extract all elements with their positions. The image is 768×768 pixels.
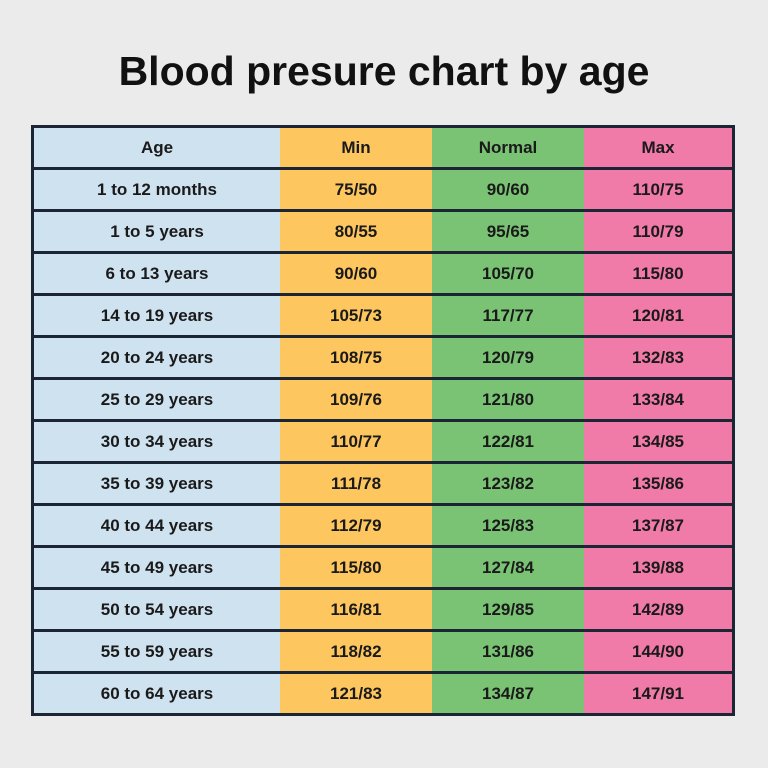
cell-age: 55 to 59 years xyxy=(34,632,280,671)
table-row: 50 to 54 years 116/81 129/85 142/89 xyxy=(34,590,732,629)
cell-normal: 117/77 xyxy=(432,296,584,335)
table-row: 1 to 12 months 75/50 90/60 110/75 xyxy=(34,170,732,209)
header-normal: Normal xyxy=(432,128,584,167)
cell-normal: 125/83 xyxy=(432,506,584,545)
cell-normal: 134/87 xyxy=(432,674,584,713)
cell-max: 147/91 xyxy=(584,674,732,713)
cell-normal: 121/80 xyxy=(432,380,584,419)
header-age: Age xyxy=(34,128,280,167)
cell-normal: 95/65 xyxy=(432,212,584,251)
cell-normal: 105/70 xyxy=(432,254,584,293)
cell-min: 80/55 xyxy=(280,212,432,251)
cell-normal: 127/84 xyxy=(432,548,584,587)
cell-min: 105/73 xyxy=(280,296,432,335)
header-min: Min xyxy=(280,128,432,167)
table-row: 60 to 64 years 121/83 134/87 147/91 xyxy=(34,674,732,713)
cell-max: 135/86 xyxy=(584,464,732,503)
cell-age: 30 to 34 years xyxy=(34,422,280,461)
cell-min: 111/78 xyxy=(280,464,432,503)
cell-age: 20 to 24 years xyxy=(34,338,280,377)
table-row: 14 to 19 years 105/73 117/77 120/81 xyxy=(34,296,732,335)
cell-normal: 122/81 xyxy=(432,422,584,461)
cell-age: 1 to 5 years xyxy=(34,212,280,251)
table-row: 6 to 13 years 90/60 105/70 115/80 xyxy=(34,254,732,293)
cell-max: 110/75 xyxy=(584,170,732,209)
cell-min: 121/83 xyxy=(280,674,432,713)
cell-normal: 129/85 xyxy=(432,590,584,629)
cell-age: 1 to 12 months xyxy=(34,170,280,209)
cell-max: 133/84 xyxy=(584,380,732,419)
cell-age: 50 to 54 years xyxy=(34,590,280,629)
cell-max: 137/87 xyxy=(584,506,732,545)
cell-normal: 90/60 xyxy=(432,170,584,209)
table-row: 45 to 49 years 115/80 127/84 139/88 xyxy=(34,548,732,587)
table-row: 20 to 24 years 108/75 120/79 132/83 xyxy=(34,338,732,377)
table-row: 35 to 39 years 111/78 123/82 135/86 xyxy=(34,464,732,503)
blood-pressure-table: Age Min Normal Max 1 to 12 months 75/50 90/60 1… xyxy=(31,125,735,716)
cell-age: 60 to 64 years xyxy=(34,674,280,713)
cell-min: 75/50 xyxy=(280,170,432,209)
header-max: Max xyxy=(584,128,732,167)
table-row: 25 to 29 years 109/76 121/80 133/84 xyxy=(34,380,732,419)
cell-age: 35 to 39 years xyxy=(34,464,280,503)
cell-max: 144/90 xyxy=(584,632,732,671)
cell-min: 116/81 xyxy=(280,590,432,629)
cell-normal: 123/82 xyxy=(432,464,584,503)
cell-max: 134/85 xyxy=(584,422,732,461)
table-row: 55 to 59 years 118/82 131/86 144/90 xyxy=(34,632,732,671)
cell-normal: 120/79 xyxy=(432,338,584,377)
cell-normal: 131/86 xyxy=(432,632,584,671)
cell-min: 115/80 xyxy=(280,548,432,587)
cell-max: 142/89 xyxy=(584,590,732,629)
cell-age: 14 to 19 years xyxy=(34,296,280,335)
cell-max: 132/83 xyxy=(584,338,732,377)
cell-min: 90/60 xyxy=(280,254,432,293)
table-row: 30 to 34 years 110/77 122/81 134/85 xyxy=(34,422,732,461)
cell-min: 118/82 xyxy=(280,632,432,671)
cell-max: 139/88 xyxy=(584,548,732,587)
cell-age: 25 to 29 years xyxy=(34,380,280,419)
table-row: 1 to 5 years 80/55 95/65 110/79 xyxy=(34,212,732,251)
table-row: 40 to 44 years 112/79 125/83 137/87 xyxy=(34,506,732,545)
cell-age: 40 to 44 years xyxy=(34,506,280,545)
cell-max: 120/81 xyxy=(584,296,732,335)
header-row: Age Min Normal Max xyxy=(34,128,732,167)
cell-min: 110/77 xyxy=(280,422,432,461)
cell-min: 112/79 xyxy=(280,506,432,545)
cell-max: 115/80 xyxy=(584,254,732,293)
cell-min: 108/75 xyxy=(280,338,432,377)
cell-max: 110/79 xyxy=(584,212,732,251)
cell-age: 45 to 49 years xyxy=(34,548,280,587)
cell-age: 6 to 13 years xyxy=(34,254,280,293)
chart-title: Blood presure chart by age xyxy=(118,48,650,94)
cell-min: 109/76 xyxy=(280,380,432,419)
